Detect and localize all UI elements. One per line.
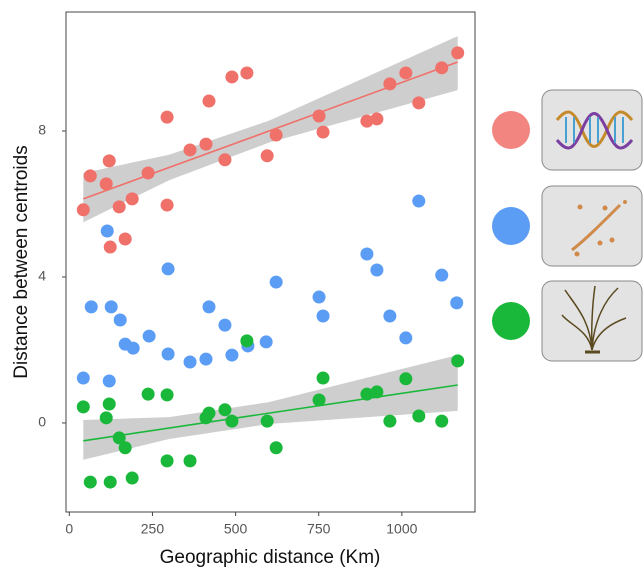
point bbox=[162, 262, 175, 275]
point bbox=[317, 126, 330, 139]
point bbox=[77, 372, 90, 385]
point bbox=[261, 415, 274, 428]
point bbox=[412, 96, 425, 109]
point bbox=[370, 112, 383, 125]
point bbox=[143, 330, 156, 343]
point bbox=[162, 347, 175, 360]
point bbox=[101, 224, 114, 237]
point bbox=[161, 454, 174, 467]
point bbox=[199, 353, 212, 366]
point bbox=[240, 66, 253, 79]
point bbox=[119, 233, 132, 246]
y-tick-label: 4 bbox=[38, 268, 46, 284]
y-axis-title: Distance between centroids bbox=[11, 145, 32, 378]
point bbox=[104, 241, 117, 254]
legend-swatch bbox=[492, 302, 530, 340]
x-tick-label: 500 bbox=[224, 521, 248, 537]
legend-icon-box bbox=[542, 186, 642, 266]
point bbox=[114, 314, 127, 327]
point bbox=[161, 199, 174, 212]
point bbox=[202, 95, 215, 108]
point bbox=[161, 388, 174, 401]
point bbox=[435, 269, 448, 282]
y-tick-label: 0 bbox=[38, 414, 46, 430]
point bbox=[127, 342, 140, 355]
point bbox=[383, 415, 396, 428]
point bbox=[113, 200, 126, 213]
point bbox=[103, 154, 116, 167]
point bbox=[370, 264, 383, 277]
point bbox=[126, 472, 139, 485]
point bbox=[202, 407, 215, 420]
point bbox=[383, 310, 396, 323]
point bbox=[104, 476, 117, 489]
point bbox=[412, 195, 425, 208]
point bbox=[225, 70, 238, 83]
point bbox=[360, 247, 373, 260]
point bbox=[184, 356, 197, 369]
point bbox=[317, 372, 330, 385]
point bbox=[84, 476, 97, 489]
point bbox=[184, 454, 197, 467]
point bbox=[84, 169, 97, 182]
point bbox=[184, 143, 197, 156]
point bbox=[313, 291, 326, 304]
point bbox=[202, 300, 215, 313]
x-axis-title: Geographic distance (Km) bbox=[160, 547, 381, 568]
point bbox=[260, 335, 273, 348]
point bbox=[199, 138, 212, 151]
point bbox=[412, 410, 425, 423]
chart: Geographic distance (Km) Distance betwee… bbox=[0, 0, 644, 571]
point bbox=[225, 415, 238, 428]
x-tick-label: 0 bbox=[65, 521, 73, 537]
point bbox=[399, 372, 412, 385]
point bbox=[77, 400, 90, 413]
point bbox=[240, 334, 253, 347]
legend-swatch bbox=[492, 207, 530, 245]
point bbox=[105, 300, 118, 313]
point bbox=[435, 415, 448, 428]
point bbox=[225, 349, 238, 362]
point bbox=[77, 203, 90, 216]
x-tick-label: 250 bbox=[141, 521, 165, 537]
point bbox=[218, 153, 231, 166]
legend-icon-box bbox=[542, 90, 642, 170]
point bbox=[317, 310, 330, 323]
point bbox=[161, 111, 174, 124]
point bbox=[142, 388, 155, 401]
point bbox=[399, 331, 412, 344]
point bbox=[270, 276, 283, 289]
point bbox=[85, 300, 98, 313]
point bbox=[103, 397, 116, 410]
legend-swatch bbox=[492, 111, 530, 149]
point bbox=[103, 374, 116, 387]
point bbox=[451, 46, 464, 59]
point bbox=[119, 441, 132, 454]
point bbox=[218, 403, 231, 416]
point bbox=[100, 411, 113, 424]
point bbox=[126, 192, 139, 205]
point bbox=[450, 296, 463, 309]
x-tick-label: 1000 bbox=[386, 521, 417, 537]
point bbox=[218, 319, 231, 332]
legend bbox=[492, 90, 642, 361]
point bbox=[399, 66, 412, 79]
y-tick-label: 8 bbox=[38, 122, 46, 138]
plot-area: 0 4 8 0 250 500 750 1000 bbox=[38, 12, 475, 537]
x-tick-label: 750 bbox=[307, 521, 331, 537]
point bbox=[270, 441, 283, 454]
point bbox=[261, 149, 274, 162]
point bbox=[451, 354, 464, 367]
